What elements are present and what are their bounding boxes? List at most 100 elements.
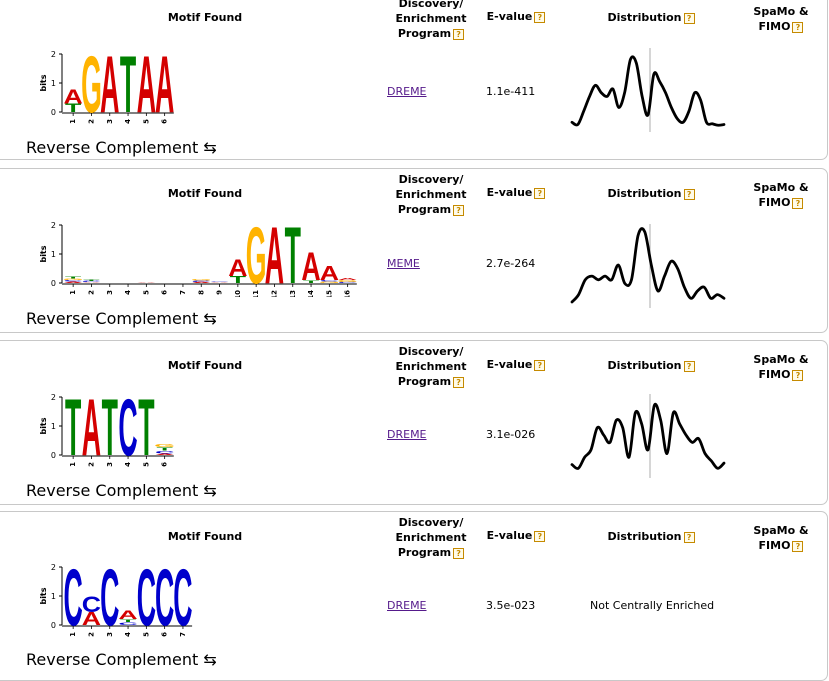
logo-letter: T	[83, 280, 100, 282]
discovery-program-link[interactable]: DREME	[387, 85, 427, 98]
discovery-program-link[interactable]: DREME	[387, 428, 427, 441]
logo-letter: A	[155, 453, 175, 455]
header-discovery-line3: Program	[397, 546, 452, 559]
logo-letter: A	[228, 255, 247, 282]
logo-y-tick-label: 0	[51, 279, 56, 288]
logo-letter: T	[65, 102, 82, 115]
help-icon[interactable]: ?	[683, 13, 695, 24]
header-motif-found: Motif Found	[160, 529, 250, 544]
header-discovery-line3: Program	[397, 375, 452, 388]
help-icon[interactable]: ?	[683, 532, 695, 543]
help-icon[interactable]: ?	[453, 205, 465, 216]
help-icon[interactable]: ?	[792, 370, 804, 381]
logo-letter: A	[338, 278, 358, 281]
header-discovery-line2: Enrichment	[395, 188, 467, 201]
header-spamo-line2: FIMO	[758, 539, 791, 552]
logo-x-tick-label: 5	[142, 119, 150, 124]
help-icon[interactable]: ?	[792, 198, 804, 209]
logo-x-tick-label: 16	[344, 290, 352, 297]
header-motif-found-label: Motif Found	[167, 11, 243, 24]
header-discovery-line1: Discovery/	[398, 173, 464, 186]
header-evalue-label: E-value	[486, 186, 533, 199]
header-discovery-program: Discovery/Enrichment Program?	[392, 0, 470, 41]
logo-x-tick-label: 9	[216, 290, 224, 295]
help-icon[interactable]: ?	[683, 361, 695, 372]
header-discovery-line3: Program	[397, 27, 452, 40]
header-evalue: E-value?	[484, 185, 548, 200]
reverse-complement-button[interactable]: Reverse Complement ⇆	[26, 138, 217, 157]
logo-y-tick-label: 0	[51, 621, 56, 630]
help-icon[interactable]: ?	[534, 531, 546, 542]
evalue-text: 3.5e-023	[486, 599, 536, 612]
logo-letter: C	[192, 280, 212, 282]
header-distribution: Distribution?	[604, 10, 698, 25]
reverse-complement-button[interactable]: Reverse Complement ⇆	[26, 650, 217, 669]
logo-x-tick-label: 12	[270, 290, 278, 297]
header-spamo-line2: FIMO	[758, 196, 791, 209]
reverse-complement-button[interactable]: Reverse Complement ⇆	[26, 309, 217, 328]
logo-x-tick-label: 5	[142, 290, 150, 295]
logo-x-tick-label: 6	[161, 290, 169, 295]
logo-x-tick-label: 1	[69, 632, 77, 637]
header-motif-found: Motif Found	[160, 10, 250, 25]
header-evalue: E-value?	[484, 357, 548, 372]
discovery-program-link[interactable]: DREME	[387, 599, 427, 612]
reverse-complement-button[interactable]: Reverse Complement ⇆	[26, 481, 217, 500]
header-motif-found-label: Motif Found	[167, 187, 243, 200]
help-icon[interactable]: ?	[792, 541, 804, 552]
help-icon[interactable]: ?	[683, 189, 695, 200]
logo-y-tick-label: 1	[51, 250, 56, 259]
header-discovery-program: Discovery/Enrichment Program?	[392, 172, 470, 217]
help-icon[interactable]: ?	[792, 22, 804, 33]
logo-y-label: bits	[39, 74, 48, 91]
logo-x-tick-label: 4	[124, 290, 132, 295]
header-spamo-line1: SpaMo &	[753, 5, 809, 18]
help-icon[interactable]: ?	[453, 548, 465, 559]
logo-letter: T	[285, 219, 301, 297]
logo-letter: G	[191, 279, 212, 281]
logo-x-tick-label: 8	[197, 290, 205, 295]
logo-letter: G	[154, 443, 175, 448]
evalue-text: 3.1e-026	[486, 428, 536, 441]
logo-letter: G	[337, 280, 358, 283]
help-icon[interactable]: ?	[534, 360, 546, 371]
logo-x-tick-label: 4	[124, 632, 132, 637]
header-evalue-label: E-value	[486, 358, 533, 371]
discovery-program-link[interactable]: MEME	[387, 257, 420, 270]
header-distribution-label: Distribution	[607, 359, 682, 372]
header-discovery-program: Discovery/Enrichment Program?	[392, 515, 470, 560]
logo-y-tick-label: 0	[51, 451, 56, 460]
header-spamo-line1: SpaMo &	[753, 181, 809, 194]
header-distribution: Distribution?	[604, 529, 698, 544]
logo-x-tick-label: 5	[142, 632, 150, 637]
logo-letter: T	[303, 280, 320, 284]
logo-letter: A	[265, 219, 284, 297]
logo-letter: A	[210, 282, 230, 283]
logo-x-tick-label: 3	[106, 290, 114, 295]
logo-letter: A	[118, 609, 137, 622]
logo-x-tick-label: 5	[142, 462, 150, 467]
header-distribution: Distribution?	[604, 186, 698, 201]
logo-letter: A	[192, 282, 212, 284]
motif-panel	[0, 0, 828, 160]
logo-x-tick-label: 6	[161, 632, 169, 637]
header-distribution-label: Distribution	[607, 187, 682, 200]
header-motif-found: Motif Found	[160, 186, 250, 201]
logo-letter: A	[82, 282, 102, 283]
help-icon[interactable]: ?	[453, 29, 465, 40]
logo-y-label: bits	[39, 587, 48, 604]
logo-letter: C	[320, 280, 340, 282]
header-spamo-fimo: SpaMo & FIMO?	[748, 523, 814, 553]
logo-letter: A	[100, 48, 119, 126]
logo-letter: C	[137, 561, 156, 639]
help-icon[interactable]: ?	[534, 188, 546, 199]
logo-letter: C	[155, 561, 174, 639]
logo-letter: T	[102, 391, 118, 469]
logo-x-tick-label: 3	[106, 632, 114, 637]
help-icon[interactable]: ?	[453, 377, 465, 388]
help-icon[interactable]: ?	[534, 12, 546, 23]
distribution-curve	[570, 55, 726, 127]
site-distribution-plot	[570, 224, 726, 308]
logo-y-tick-label: 1	[51, 422, 56, 431]
logo-letter: T	[138, 391, 154, 469]
